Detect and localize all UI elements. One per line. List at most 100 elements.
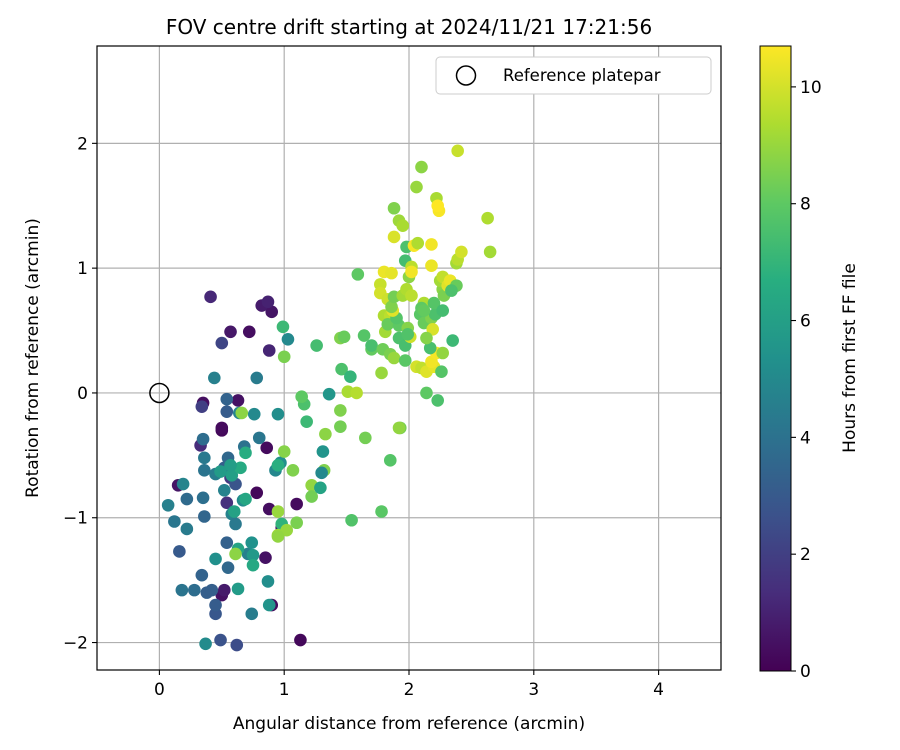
data-point (180, 522, 194, 536)
data-point (375, 366, 388, 380)
data-point (316, 445, 330, 458)
data-point (195, 568, 209, 582)
legend: Reference platepar (435, 56, 712, 95)
data-point (271, 505, 285, 518)
data-point (224, 459, 237, 472)
reference-point-marker (149, 382, 170, 404)
legend-marker-open-circle (455, 65, 477, 86)
data-point (427, 296, 441, 310)
data-point (280, 523, 293, 537)
data-point (276, 320, 290, 334)
data-point (446, 334, 459, 347)
data-point (239, 492, 252, 506)
x-axis-ticks: 0 1 2 3 4 (154, 670, 664, 700)
data-point (436, 346, 449, 360)
data-point (242, 325, 256, 339)
data-point (396, 219, 410, 233)
data-point (188, 583, 201, 597)
data-point (229, 517, 242, 531)
data-point (176, 477, 190, 491)
data-point (173, 545, 186, 558)
data-point (239, 446, 252, 460)
data-point (310, 339, 323, 352)
data-point (217, 583, 231, 597)
data-point (209, 607, 222, 621)
data-point (245, 536, 259, 550)
colorbar-ticks: 0 2 4 6 8 10 (791, 78, 822, 682)
data-point (224, 325, 237, 339)
data-point (262, 598, 276, 612)
y-tick-label: −1 (63, 509, 88, 529)
legend-box (435, 56, 712, 95)
colorbar-label: Hours from first FF file (840, 263, 860, 453)
data-point (334, 404, 347, 417)
data-point (247, 407, 261, 421)
data-point (383, 454, 397, 467)
data-point (322, 387, 336, 401)
data-point (290, 497, 303, 511)
data-point (286, 464, 300, 477)
data-point (420, 386, 433, 400)
data-point (281, 332, 295, 346)
y-tick-label: −2 (63, 634, 88, 654)
y-tick-label: 0 (77, 384, 88, 404)
data-point (250, 486, 264, 500)
data-point (215, 336, 229, 350)
data-point (229, 547, 242, 561)
data-point (230, 638, 244, 652)
data-point (227, 505, 241, 518)
data-point (198, 451, 211, 465)
data-point (435, 365, 448, 379)
data-point (481, 211, 494, 225)
data-point (431, 199, 445, 213)
x-tick-label: 1 (279, 680, 290, 700)
colorbar: 0 2 4 6 8 10 Hours from first FF file (759, 45, 860, 682)
reference-point (149, 382, 170, 404)
colorbar-tick-label: 0 (800, 662, 811, 682)
data-point (205, 583, 219, 597)
x-axis-label: Angular distance from reference (arcmin) (233, 714, 585, 734)
data-point (215, 421, 229, 435)
data-point (208, 371, 221, 385)
data-point (405, 289, 418, 302)
data-point (423, 341, 437, 355)
data-point (387, 351, 401, 365)
data-point (315, 466, 328, 480)
data-point (344, 370, 357, 384)
data-point (305, 490, 318, 503)
data-point (381, 318, 395, 331)
data-point (455, 245, 468, 259)
data-point (271, 407, 285, 421)
data-point (220, 392, 234, 406)
y-tick-label: 2 (77, 134, 88, 154)
data-point (351, 268, 365, 281)
data-point (385, 266, 398, 280)
data-point (245, 607, 259, 621)
data-point (217, 483, 231, 497)
data-point (250, 371, 264, 385)
x-tick-label: 2 (404, 680, 415, 700)
data-point (290, 516, 303, 530)
data-point (168, 515, 181, 528)
data-point (365, 339, 378, 352)
x-tick-label: 3 (528, 680, 539, 700)
data-point (231, 394, 245, 407)
x-tick-label: 4 (653, 680, 664, 700)
data-point (405, 265, 418, 279)
data-point (262, 344, 276, 357)
data-point (359, 431, 372, 445)
data-point (221, 561, 235, 574)
data-point (220, 536, 234, 550)
data-point (401, 327, 415, 341)
data-point (246, 548, 260, 562)
data-point (161, 498, 175, 512)
colorbar-gradient (759, 45, 792, 672)
y-axis-ticks: −2 −1 0 1 2 (63, 134, 97, 654)
data-point (294, 633, 307, 647)
legend-label: Reference platepar (503, 66, 661, 85)
colorbar-tick-label: 2 (800, 545, 811, 565)
colorbar-tick-label: 6 (800, 312, 811, 332)
data-point (436, 304, 449, 317)
data-point (175, 583, 189, 597)
